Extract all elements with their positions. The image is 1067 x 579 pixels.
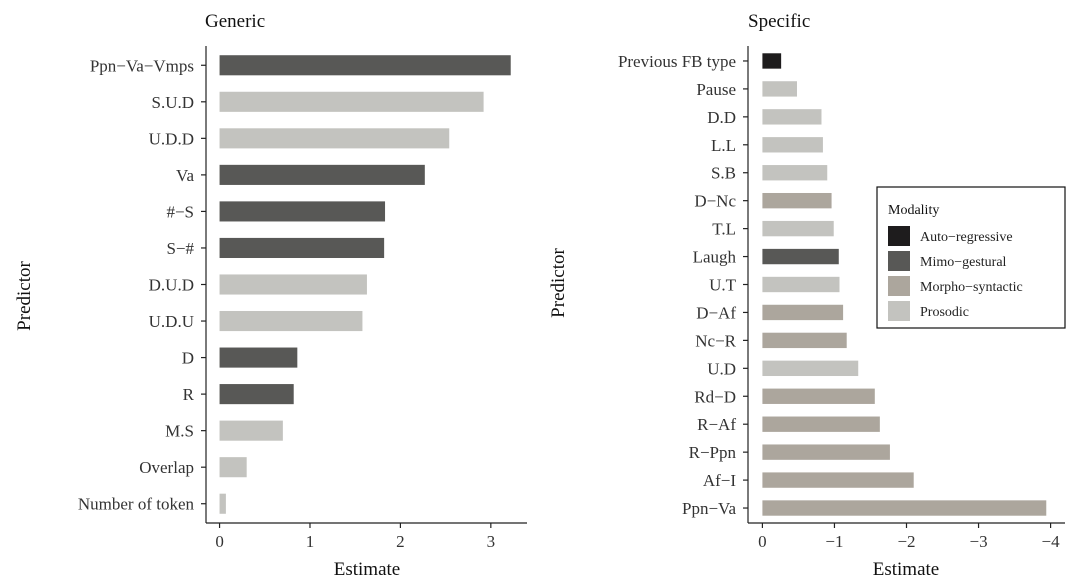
specific-bar [762,276,840,293]
specific-panel: Specific Predictor Estimate 0 −1 −2 −3 −4 Pre… [548,11,1065,579]
generic-category-label: M.S [165,422,194,441]
specific-x-tick-label: −2 [897,532,915,551]
legend-swatch-morpho [888,276,910,296]
specific-category-label: L.L [711,136,736,155]
generic-bar [219,347,298,368]
legend-label-prosodic: Prosodic [920,305,969,320]
generic-category-label: S.U.D [151,93,194,112]
specific-category-label: Af−I [703,471,737,490]
specific-bar [762,220,834,237]
specific-bar [762,192,832,209]
specific-bar [762,248,839,265]
generic-bar [219,237,385,259]
specific-category-label: Previous FB type [618,52,736,71]
specific-category-label: U.T [709,276,737,295]
specific-x-tick-label: −4 [1042,532,1061,551]
generic-x-axis-label: Estimate [334,559,400,579]
generic-bar [219,384,294,405]
specific-x-axis-label: Estimate [873,559,939,579]
specific-bar [762,472,914,488]
generic-bar [219,457,247,478]
specific-category-label: Pause [696,80,736,99]
generic-category-label: Va [176,166,194,185]
generic-x-tick-label: 2 [396,532,405,551]
generic-y-axis-label: Predictor [14,261,35,331]
generic-bar [219,55,511,76]
specific-bar [762,388,875,404]
specific-category-label: T.L [712,220,736,239]
generic-category-label: S−# [166,239,194,258]
legend-title: Modality [888,203,939,218]
specific-category-label: Ppn−Va [682,499,736,518]
specific-bar [762,444,890,460]
specific-category-label: Rd−D [694,387,736,406]
generic-category-label: R [183,385,195,404]
generic-bar [219,310,363,332]
generic-bar [219,420,283,441]
generic-bar [219,201,386,222]
specific-category-label: D−Nc [694,192,736,211]
generic-category-label: U.D.D [149,129,194,148]
generic-bar [219,164,425,185]
specific-category-label: S.B [711,164,736,183]
generic-category-label: Ppn−Va−Vmps [90,56,194,75]
generic-bar [219,91,484,112]
specific-category-label: Laugh [693,248,737,267]
specific-category-label: Nc−R [695,331,736,350]
specific-bar [762,109,822,125]
generic-category-label: D.U.D [149,276,194,295]
generic-category-label: Number of token [78,495,195,514]
generic-x-tick-label: 1 [306,532,315,551]
generic-bar [219,493,226,514]
specific-bar [762,416,880,432]
legend-label-auto: Auto−regressive [920,230,1013,245]
specific-category-label: U.D [707,359,736,378]
specific-x-tick-label: −3 [969,532,987,551]
legend-label-morpho: Morpho−syntactic [920,280,1023,295]
generic-bar [219,274,367,295]
specific-bar [762,304,844,321]
specific-category-label: D−Af [696,303,736,322]
generic-category-label: Overlap [139,458,194,477]
legend-label-mimo: Mimo−gestural [920,255,1007,270]
specific-category-label: D.D [707,108,736,127]
generic-panel-title: Generic [205,11,265,32]
specific-bar [762,53,782,69]
specific-category-label: R−Af [697,415,736,434]
generic-panel: Generic Predictor Estimate 0 1 2 3 Ppn−Va−Vm… [14,11,527,579]
specific-bar [762,360,859,377]
specific-x-tick-label: −1 [825,532,843,551]
specific-bar [762,81,797,97]
generic-category-label: #−S [166,202,194,221]
specific-panel-title: Specific [748,11,810,32]
specific-x-tick-label: 0 [758,532,767,551]
specific-bar [762,500,1047,516]
generic-x-tick-label: 0 [215,532,224,551]
modality-legend: Modality Auto−regressive Mimo−gestural Mor… [876,186,1066,329]
generic-category-label: U.D.U [149,312,194,331]
legend-swatch-mimo [888,251,910,271]
specific-bar [762,137,823,153]
specific-bar [762,165,828,181]
generic-x-tick-label: 3 [487,532,496,551]
specific-category-label: R−Ppn [689,443,737,462]
generic-category-label: D [182,349,194,368]
legend-swatch-auto [888,226,910,246]
generic-bar [219,128,450,149]
legend-swatch-prosodic [888,301,910,321]
specific-bar [762,332,847,349]
specific-y-axis-label: Predictor [548,248,569,318]
